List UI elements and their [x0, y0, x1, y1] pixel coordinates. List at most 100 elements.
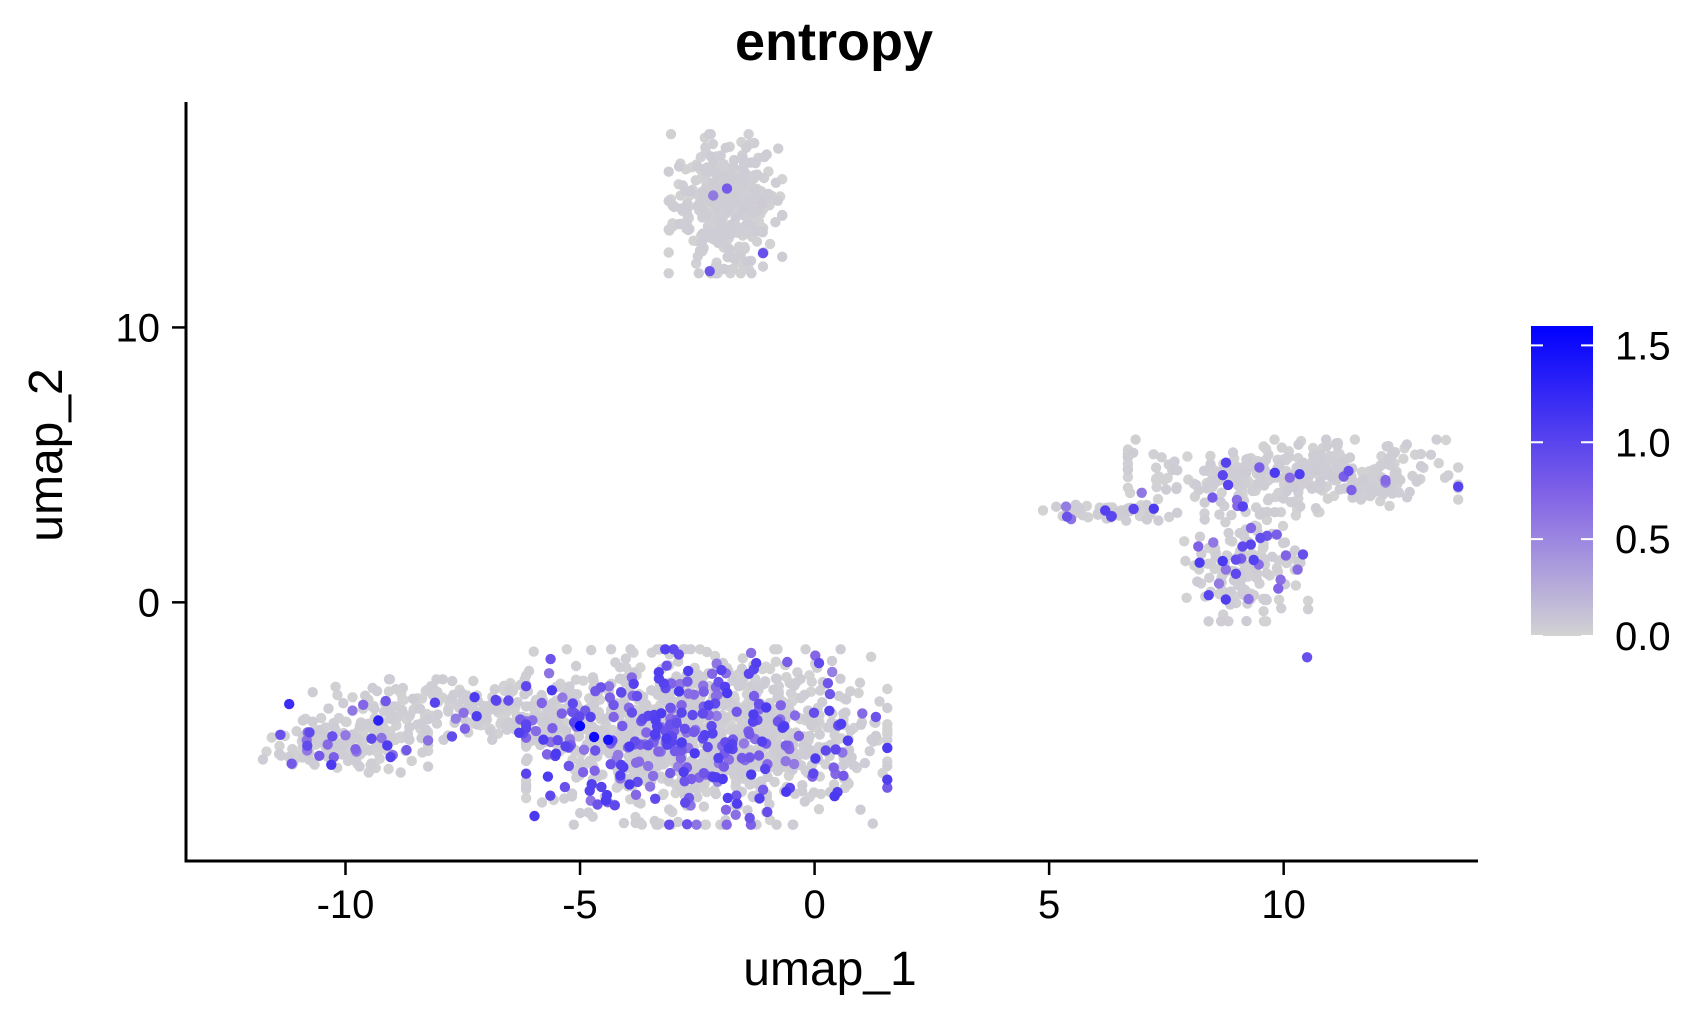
data-point	[1122, 471, 1134, 483]
data-point	[1295, 501, 1306, 512]
data-point	[1322, 493, 1334, 504]
data-point	[828, 762, 839, 773]
data-point	[727, 263, 739, 274]
data-point	[711, 710, 722, 722]
data-point	[722, 792, 733, 804]
data-point	[1302, 604, 1314, 615]
data-point	[1124, 487, 1136, 499]
data-point	[1293, 439, 1304, 450]
data-point	[757, 248, 769, 259]
data-point	[417, 747, 428, 758]
data-point	[471, 711, 482, 722]
data-point	[1248, 554, 1259, 566]
data-point	[661, 660, 672, 671]
data-point	[1220, 594, 1232, 605]
data-point	[443, 706, 454, 717]
data-point	[760, 763, 771, 775]
data-point	[1324, 450, 1335, 462]
data-point	[676, 707, 687, 718]
data-point	[1306, 483, 1318, 494]
data-point	[864, 746, 875, 757]
data-point	[1214, 509, 1225, 520]
y-axis-ticks: 0 10	[116, 306, 186, 625]
data-point	[1202, 480, 1214, 492]
data-point	[632, 776, 643, 788]
data-point	[1349, 434, 1361, 445]
data-point	[814, 729, 825, 740]
data-point	[808, 707, 820, 718]
x-axis-label: umap_1	[743, 943, 916, 996]
data-point	[1357, 473, 1369, 485]
data-point	[720, 142, 731, 153]
data-point	[688, 689, 700, 700]
data-point	[574, 720, 586, 732]
data-point	[1364, 483, 1375, 495]
data-point	[744, 812, 755, 824]
data-point	[469, 692, 480, 703]
data-point	[704, 266, 715, 277]
data-point	[338, 698, 349, 709]
data-point	[722, 687, 733, 699]
data-point	[668, 644, 679, 655]
data-point	[720, 712, 731, 724]
data-point	[749, 137, 760, 149]
point-layer	[257, 129, 1464, 830]
data-point	[1213, 578, 1225, 589]
data-point	[678, 766, 689, 778]
data-point	[550, 748, 562, 759]
data-point	[674, 218, 685, 230]
data-point	[1274, 459, 1285, 470]
data-point	[332, 689, 343, 701]
data-point	[1320, 434, 1332, 445]
data-point	[327, 731, 338, 742]
data-point	[855, 804, 866, 815]
data-point	[1051, 501, 1062, 512]
colorbar-tick-label: 0.0	[1615, 615, 1671, 659]
data-point	[725, 725, 737, 736]
data-point	[1230, 554, 1242, 565]
data-point	[857, 708, 868, 719]
data-point	[1081, 500, 1093, 512]
data-point	[1241, 615, 1252, 627]
data-point	[701, 646, 713, 658]
data-point	[736, 752, 748, 764]
data-point	[795, 673, 806, 685]
data-point	[661, 733, 672, 744]
data-point	[710, 788, 722, 800]
data-point	[1453, 494, 1464, 505]
data-point	[705, 759, 717, 770]
data-point	[696, 204, 707, 215]
data-point	[1122, 452, 1134, 463]
data-point	[882, 782, 893, 793]
data-point	[1381, 441, 1392, 452]
data-point	[404, 722, 415, 733]
data-point	[715, 150, 726, 161]
data-point	[1255, 471, 1266, 482]
data-point	[789, 710, 801, 721]
data-point	[810, 753, 821, 764]
data-point	[625, 644, 636, 655]
data-point	[1377, 486, 1388, 497]
data-point	[626, 707, 638, 718]
data-point	[757, 784, 769, 795]
data-point	[559, 781, 571, 793]
data-point	[764, 799, 775, 810]
data-point	[374, 753, 385, 764]
data-point	[761, 702, 772, 713]
data-point	[599, 713, 611, 724]
data-point	[1279, 537, 1291, 548]
data-point	[340, 730, 351, 741]
data-point	[748, 709, 759, 720]
data-point	[1208, 537, 1219, 548]
data-point	[1163, 511, 1175, 523]
data-point	[519, 689, 530, 700]
data-point	[660, 644, 671, 655]
data-point	[385, 751, 396, 763]
data-point	[730, 809, 741, 820]
data-point	[676, 737, 687, 748]
data-point	[696, 237, 707, 248]
data-point	[1415, 448, 1427, 460]
data-point	[520, 781, 532, 792]
data-point	[446, 692, 457, 704]
